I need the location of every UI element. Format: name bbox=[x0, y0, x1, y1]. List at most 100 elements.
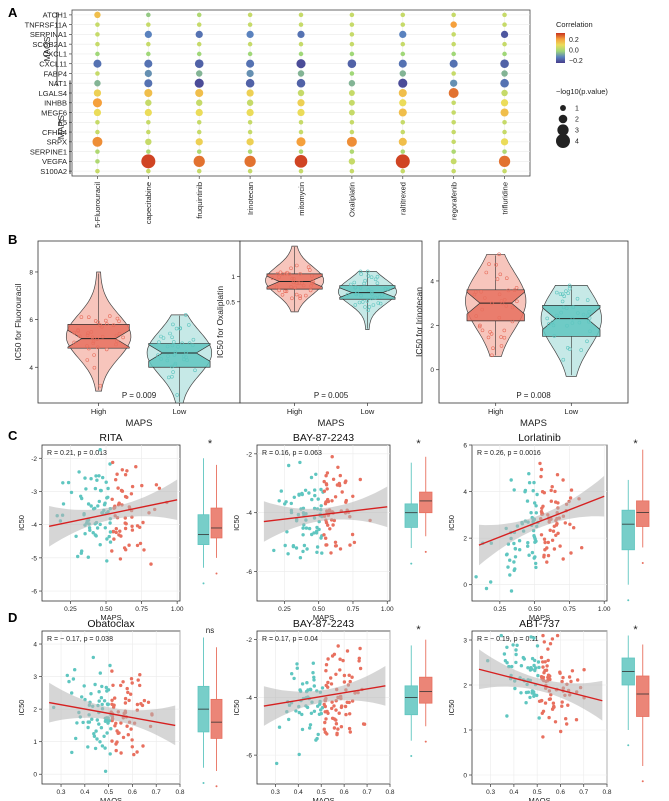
data-point bbox=[533, 540, 537, 544]
outlier bbox=[215, 572, 218, 575]
data-point bbox=[82, 684, 86, 688]
data-point bbox=[93, 682, 97, 687]
data-point bbox=[533, 555, 537, 559]
data-point bbox=[342, 680, 347, 684]
data-point bbox=[322, 479, 326, 484]
data-point bbox=[95, 345, 100, 350]
significance-label: * bbox=[633, 624, 638, 636]
y-tick-label: 4 bbox=[33, 642, 37, 649]
data-point bbox=[96, 320, 100, 325]
data-point bbox=[173, 363, 177, 368]
data-point bbox=[126, 690, 130, 695]
correlation-dot bbox=[246, 59, 255, 68]
panel-c-scatter-plot: BAY-87-2243 0.25 0.50 0.75 1.00 -6 -4 -2 MAPS IC5… bbox=[232, 432, 394, 622]
y-tick-label: 4 bbox=[430, 278, 434, 285]
x-tick-label: 0.7 bbox=[152, 789, 161, 796]
data-point bbox=[559, 310, 563, 315]
outlier bbox=[215, 785, 218, 788]
correlation-dot bbox=[502, 168, 507, 174]
data-point bbox=[550, 485, 554, 489]
data-point bbox=[563, 521, 567, 525]
panel-c-scatter-plot: Lorlatinib 0.25 0.50 0.75 1.00 0 2 4 6 MAPS IC50 R … bbox=[447, 432, 611, 622]
data-point bbox=[291, 544, 296, 549]
data-point bbox=[542, 537, 547, 541]
significance-label: * bbox=[208, 438, 213, 450]
correlation-dot bbox=[298, 168, 304, 174]
data-point bbox=[556, 316, 560, 320]
notched-box-high bbox=[67, 324, 130, 349]
data-point bbox=[322, 702, 326, 707]
data-point bbox=[330, 706, 334, 711]
correlation-dot bbox=[348, 90, 355, 96]
data-point bbox=[114, 342, 118, 347]
data-point bbox=[156, 353, 160, 358]
data-point bbox=[325, 487, 329, 491]
data-point bbox=[564, 717, 568, 721]
data-point bbox=[526, 544, 530, 548]
gene-label: MEGF6 bbox=[41, 108, 67, 117]
data-point bbox=[380, 293, 384, 298]
data-point bbox=[85, 358, 90, 362]
correlation-dot bbox=[399, 30, 407, 39]
notched-box-high bbox=[466, 289, 525, 322]
data-point bbox=[567, 283, 572, 288]
data-point bbox=[332, 704, 336, 708]
y-tick-label: 4 bbox=[29, 365, 33, 372]
plot-title: Obatoclax bbox=[87, 618, 135, 630]
data-point bbox=[314, 472, 318, 476]
data-point bbox=[377, 295, 382, 299]
panel-d-scatter-plot: ABT-737 0.3 0.4 0.5 0.6 0.7 0.8 0 1 2 3 MAOS IC50 R =… bbox=[447, 618, 612, 801]
data-point bbox=[96, 504, 100, 508]
data-point bbox=[320, 551, 324, 555]
data-point bbox=[473, 290, 478, 294]
box-low bbox=[621, 509, 635, 551]
correlation-dot bbox=[246, 69, 254, 78]
data-point bbox=[353, 303, 358, 307]
data-point bbox=[170, 335, 174, 340]
data-point bbox=[130, 745, 134, 749]
group-boxplot: * bbox=[197, 438, 223, 585]
drug-label: regorafenib bbox=[449, 182, 458, 220]
data-point bbox=[142, 548, 146, 552]
data-point bbox=[370, 291, 374, 296]
correlation-dot bbox=[400, 12, 406, 18]
data-point bbox=[334, 544, 338, 548]
correlation-dot bbox=[450, 21, 457, 28]
data-point bbox=[332, 726, 337, 730]
correlation-dot bbox=[144, 69, 152, 78]
data-point bbox=[539, 655, 544, 660]
data-point bbox=[87, 346, 91, 351]
data-point bbox=[549, 488, 553, 493]
data-point bbox=[545, 664, 549, 668]
gene-label: NAT1 bbox=[48, 79, 67, 88]
data-point bbox=[482, 296, 487, 300]
data-point bbox=[550, 637, 555, 641]
gene-label: SERPINE1 bbox=[30, 147, 67, 156]
correlation-dot bbox=[501, 70, 508, 77]
data-point bbox=[67, 679, 71, 684]
data-point bbox=[506, 565, 510, 569]
data-point bbox=[100, 702, 104, 707]
data-point bbox=[111, 530, 115, 534]
data-point bbox=[495, 277, 500, 281]
data-point bbox=[569, 488, 574, 492]
data-point bbox=[146, 700, 151, 704]
data-point bbox=[491, 346, 495, 351]
correlation-dot bbox=[145, 99, 152, 106]
data-point bbox=[326, 657, 330, 661]
group-boxplot: * bbox=[404, 624, 433, 757]
notched-box-low bbox=[148, 343, 211, 368]
data-point bbox=[560, 700, 564, 704]
y-tick-label: 3 bbox=[463, 638, 467, 645]
data-point bbox=[185, 358, 189, 363]
data-point bbox=[287, 463, 291, 468]
data-point bbox=[515, 643, 519, 647]
group-boxplot: * bbox=[621, 624, 650, 783]
data-point bbox=[497, 315, 502, 320]
plot-frame bbox=[239, 240, 423, 404]
data-point bbox=[285, 270, 289, 275]
correlation-dot bbox=[349, 41, 355, 47]
correlation-dot bbox=[95, 168, 100, 174]
data-point bbox=[87, 315, 91, 320]
